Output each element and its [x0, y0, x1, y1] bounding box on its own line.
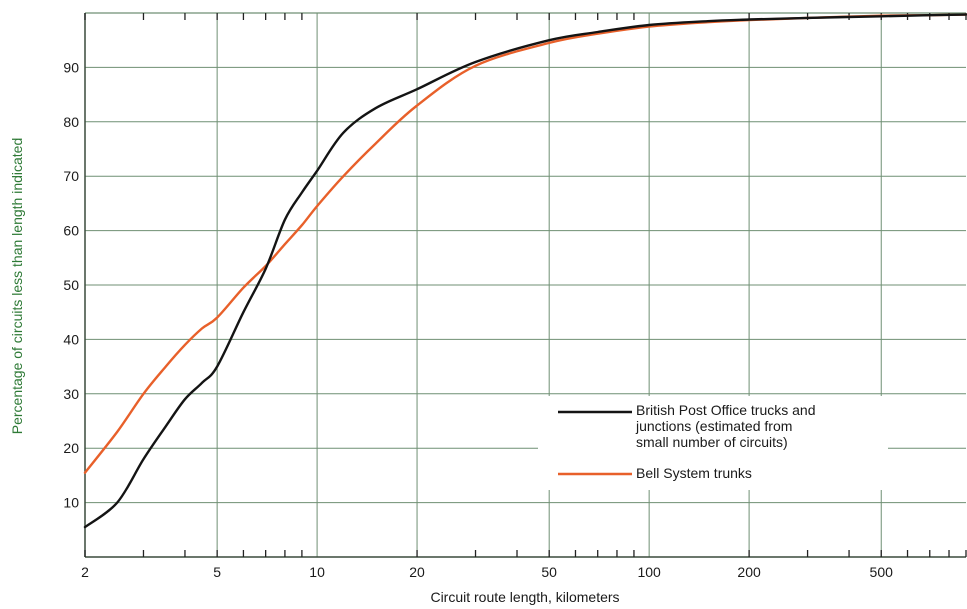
x-tick-label: 500: [870, 564, 894, 580]
y-tick-label: 30: [63, 386, 79, 402]
y-tick-label: 10: [63, 495, 79, 511]
y-tick-label: 90: [63, 59, 79, 75]
y-tick-label: 20: [63, 440, 79, 456]
legend-label: small number of circuits): [636, 434, 788, 450]
x-tick-label: 10: [309, 564, 325, 580]
legend-label: Bell System trunks: [636, 465, 752, 481]
x-tick-label: 20: [409, 564, 425, 580]
y-tick-label: 80: [63, 114, 79, 130]
series-line-british-post-office: [83, 13, 967, 529]
y-tick-label: 50: [63, 277, 79, 293]
series-lines: [83, 13, 967, 529]
y-tick-label: 60: [63, 223, 79, 239]
y-axis-title: Percentage of circuits less than length …: [9, 138, 25, 435]
x-tick-label: 5: [213, 564, 221, 580]
legend-label: junctions (estimated from: [635, 418, 792, 434]
plot-frame: [84, 12, 966, 558]
x-axis-title: Circuit route length, kilometers: [430, 589, 619, 605]
x-tick-label: 2: [81, 564, 89, 580]
x-tick-label: 200: [737, 564, 761, 580]
legend: British Post Office trucks andjunctions …: [538, 396, 888, 490]
x-tick-label: 100: [637, 564, 661, 580]
x-tick-label: 50: [541, 564, 557, 580]
y-axis-tick-labels: 10 20 30 40 50 60 70 80 90: [63, 59, 79, 510]
legend-label: British Post Office trucks and: [636, 402, 815, 418]
x-axis-tick-labels: 2 5 10 20 50 100 200 500: [81, 564, 893, 580]
y-tick-label: 40: [63, 331, 79, 347]
tick-marks: [84, 13, 967, 557]
y-tick-label: 70: [63, 168, 79, 184]
